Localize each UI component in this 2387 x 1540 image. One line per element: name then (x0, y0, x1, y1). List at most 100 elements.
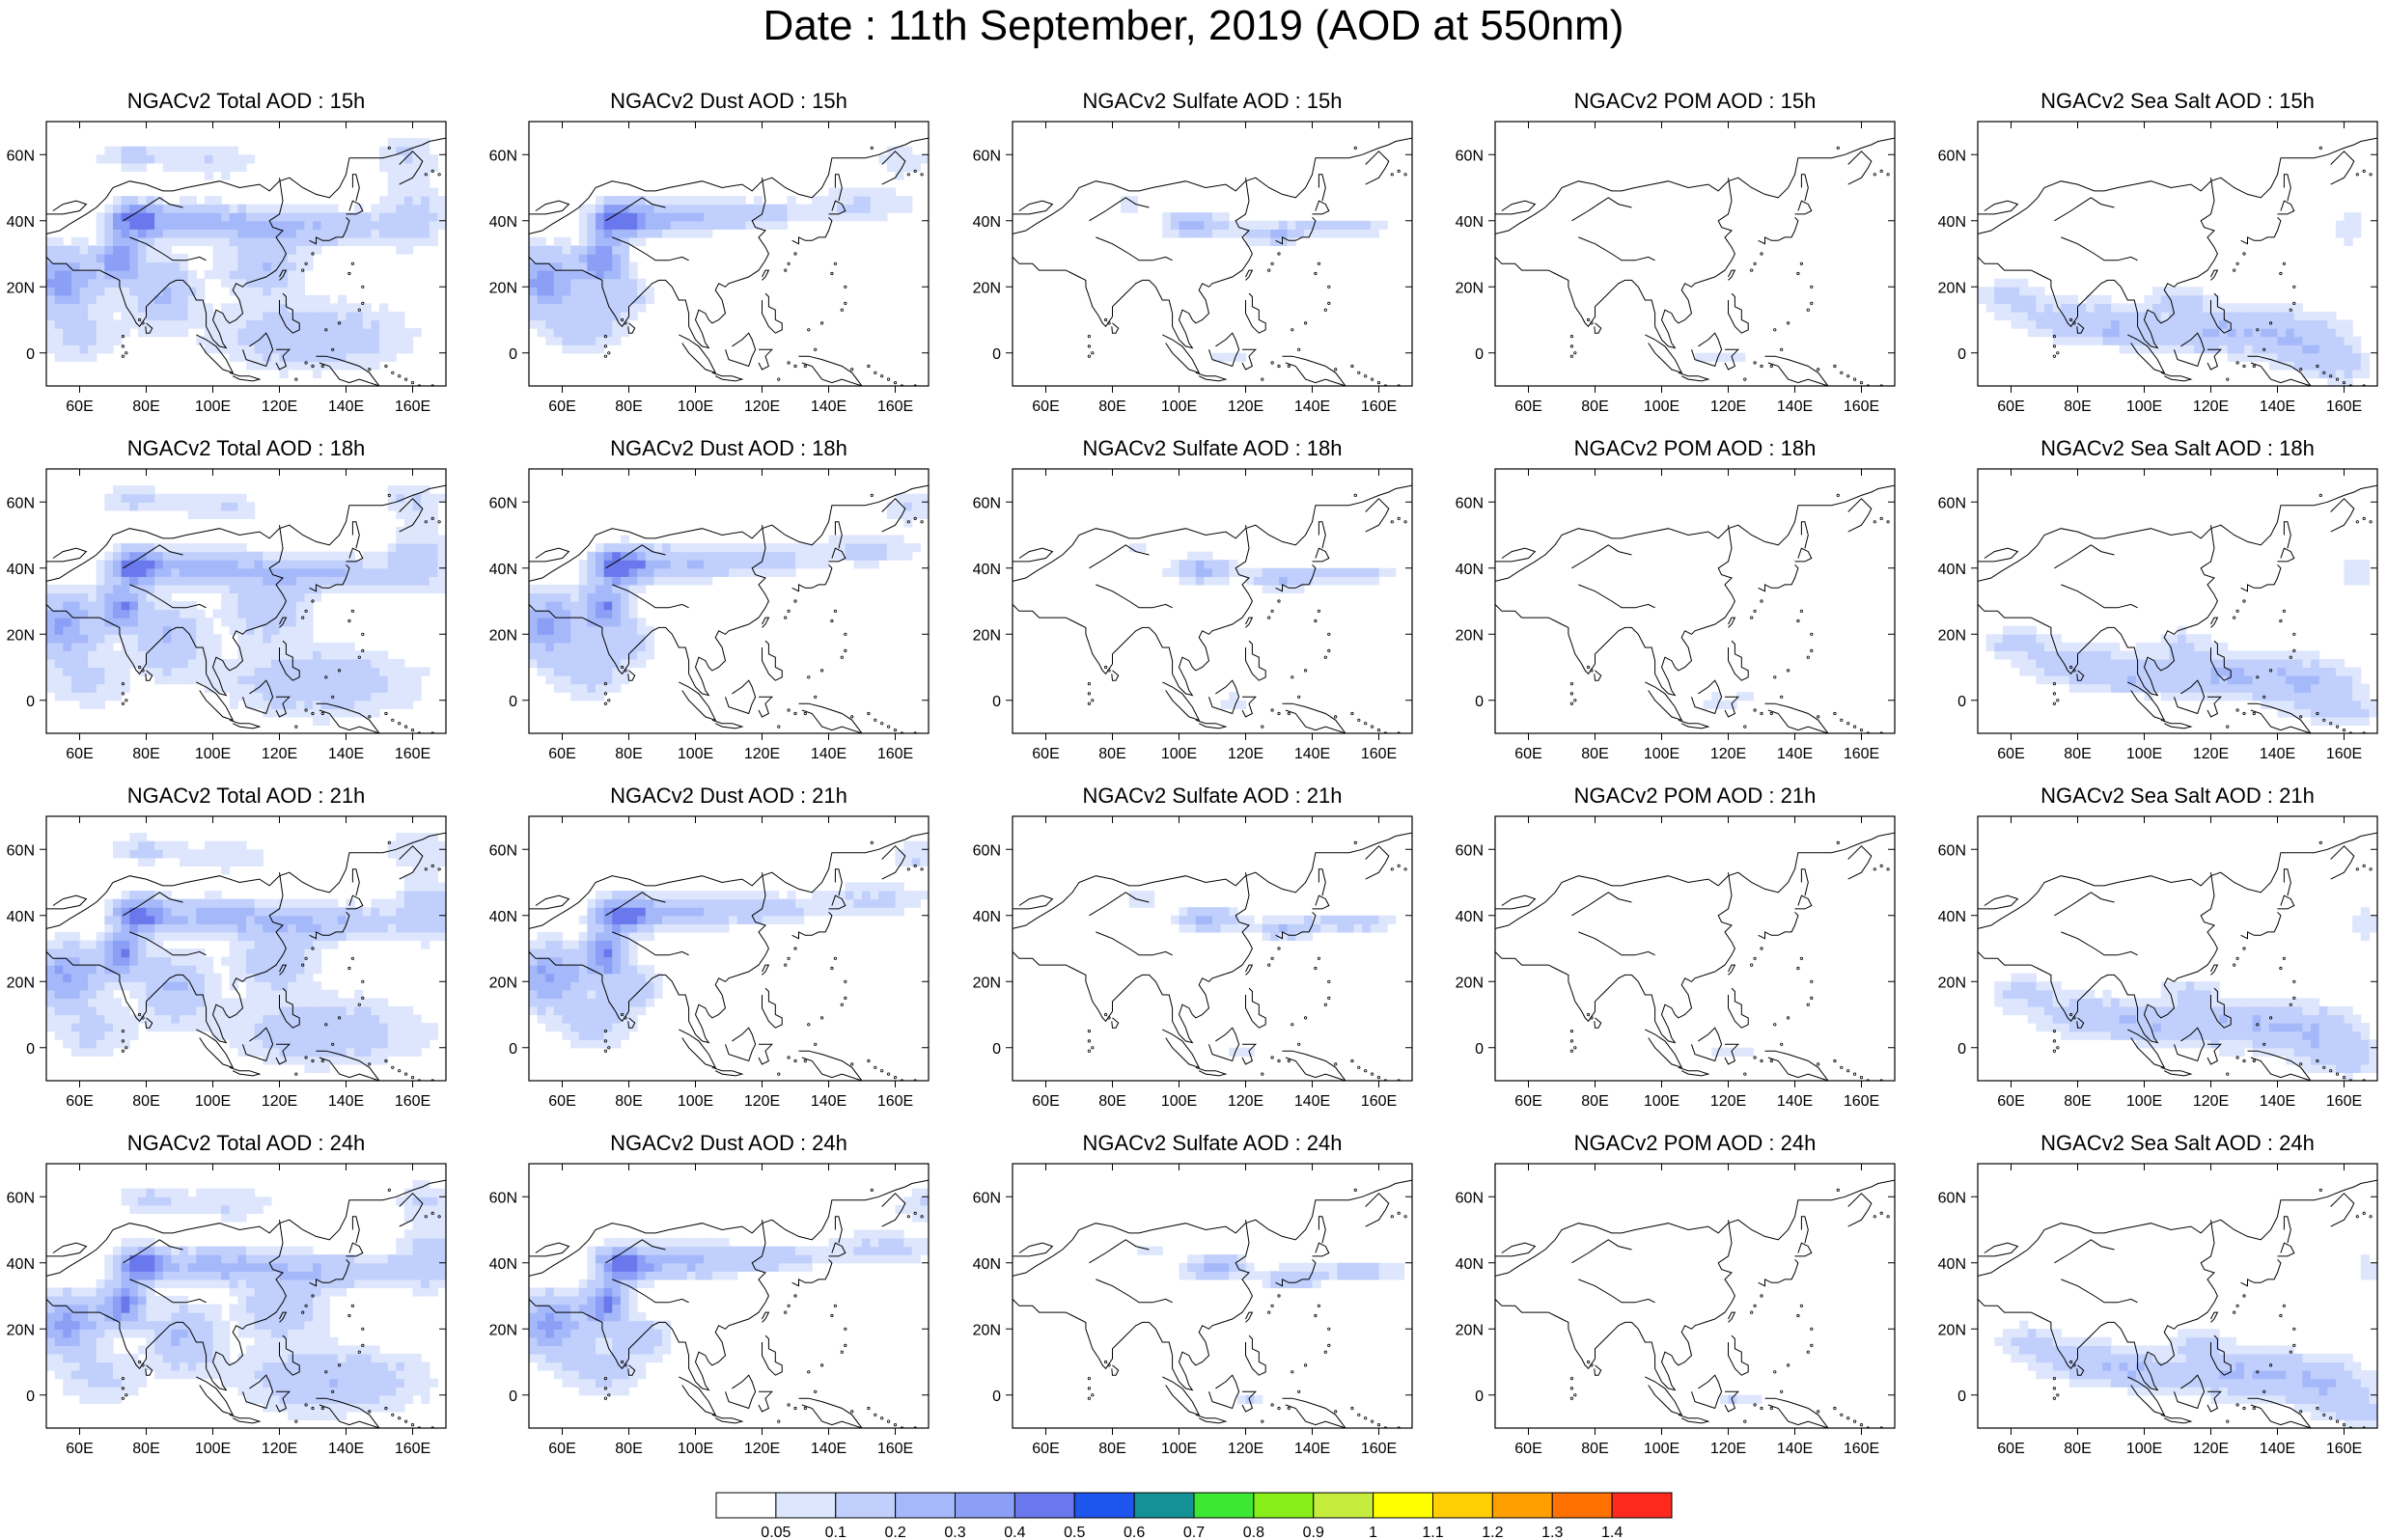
aod-cell (2169, 303, 2179, 313)
aod-cell (221, 270, 231, 280)
aod-cell (63, 1005, 72, 1016)
aod-cell (270, 618, 281, 627)
aod-cell (104, 212, 114, 222)
aod-cell (2318, 675, 2328, 685)
island (350, 609, 354, 613)
island (1270, 261, 1274, 265)
island (361, 632, 365, 636)
aod-cell (596, 236, 605, 247)
island (787, 708, 791, 712)
aod-cell (313, 1056, 322, 1065)
aod-cell (237, 493, 247, 503)
aod-cell (63, 940, 72, 949)
aod-cell (196, 981, 206, 991)
aod-cell (720, 560, 730, 569)
coastline (145, 322, 153, 334)
aod-cell (329, 220, 339, 230)
aod-cell (121, 949, 130, 958)
aod-cell (288, 303, 297, 313)
aod-cell (63, 592, 72, 602)
aod-cell (2135, 642, 2146, 651)
aod-cell (2344, 692, 2353, 701)
aod-cell (371, 1005, 380, 1016)
island (1267, 616, 1271, 619)
aod-cell (686, 212, 697, 222)
aod-cell (596, 683, 605, 693)
coastline (1275, 216, 1317, 245)
x-tick-label: 140E (811, 746, 847, 762)
aod-cell (2044, 667, 2054, 676)
y-tick-label: 20N (1456, 280, 1484, 296)
aod-cell (421, 667, 430, 676)
aod-cell (862, 560, 872, 569)
aod-cell (180, 618, 189, 627)
island (920, 173, 924, 177)
aod-cell (288, 1014, 297, 1024)
aod-cell (96, 254, 105, 263)
aod-cell (237, 1014, 247, 1024)
aod-cell (237, 1039, 247, 1049)
aod-cell (2068, 294, 2079, 304)
x-tick-label: 60E (1997, 399, 2024, 415)
aod-cell (270, 576, 281, 586)
aod-cell (695, 229, 705, 238)
aod-cell (911, 543, 921, 553)
aod-cell (1370, 576, 1380, 586)
aod-cell (304, 998, 314, 1007)
aod-cell (2052, 328, 2062, 338)
aod-cell (396, 692, 405, 701)
aod-cell (46, 625, 56, 635)
island (1350, 364, 1354, 369)
aod-cell (46, 601, 56, 611)
aod-cell (537, 965, 546, 975)
aod-cell (2052, 311, 2062, 321)
coastline (1111, 322, 1120, 334)
aod-cell (104, 576, 114, 586)
aod-cell (1229, 560, 1238, 569)
aod-cell (212, 609, 222, 619)
aod-cell (545, 319, 555, 329)
aod-cell (379, 1039, 389, 1049)
aod-cell (295, 560, 305, 569)
aod-cell (304, 220, 314, 230)
aod-cell (313, 303, 322, 313)
aod-cell (587, 667, 597, 676)
aod-cell (429, 518, 438, 528)
aod-cell (279, 303, 289, 313)
coastline (351, 868, 360, 896)
aod-cell (403, 502, 414, 511)
island (1370, 377, 1374, 381)
x-tick-label: 120E (2193, 746, 2229, 762)
aod-cell (371, 907, 380, 917)
aod-cell (2152, 311, 2162, 321)
aod-cell (2169, 311, 2179, 321)
aod-cell (2111, 675, 2121, 685)
aod-cell (79, 940, 89, 949)
aod-cell (313, 1039, 322, 1049)
aod-cell (279, 584, 289, 594)
aod-cell (2144, 311, 2153, 321)
aod-cell (396, 1005, 405, 1016)
aod-cell (162, 1023, 172, 1032)
aod-cell (288, 1047, 297, 1057)
aod-cell (2086, 336, 2096, 345)
aod-cell (295, 319, 305, 329)
aod-cell (237, 502, 247, 511)
aod-cell (104, 154, 114, 164)
aod-cell (679, 196, 688, 206)
aod-cell (46, 940, 56, 949)
aod-cell (587, 650, 597, 660)
aod-cell (295, 576, 305, 586)
aod-cell (537, 592, 546, 602)
aod-cell (421, 1023, 430, 1032)
aod-cell (346, 642, 355, 651)
aod-cell (295, 658, 305, 669)
aod-cell (96, 692, 105, 701)
island (793, 364, 797, 369)
aod-cell (54, 287, 64, 296)
aod-cell (553, 675, 564, 685)
aod-cell (221, 609, 231, 619)
aod-cell (679, 551, 688, 561)
aod-cell (603, 220, 613, 230)
